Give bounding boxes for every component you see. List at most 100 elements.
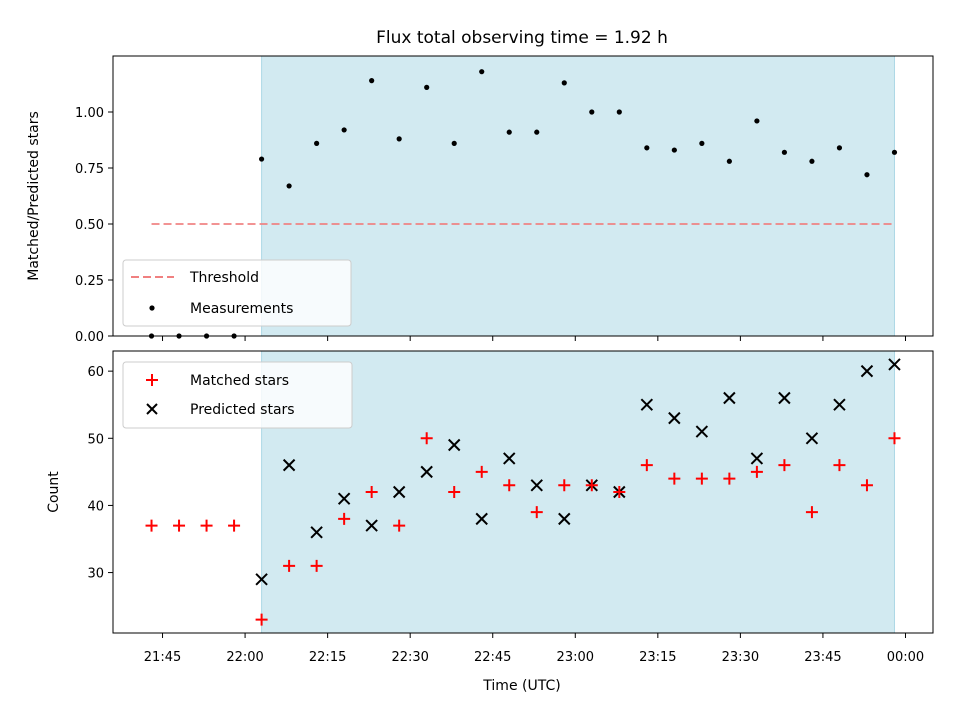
x-tick-label: 23:00 (557, 650, 594, 665)
bottom-y-tick-label: 40 (87, 499, 104, 514)
measurement-point (424, 84, 430, 90)
matched-points (145, 432, 901, 626)
predicted-stars-point (282, 458, 296, 472)
measurement-point (534, 129, 540, 135)
measurement-point (836, 145, 843, 151)
matched-stars-point (173, 519, 186, 532)
measurement-point (891, 149, 898, 155)
measurement-point (754, 118, 760, 124)
predicted-stars-point (723, 391, 736, 405)
matched-stars-point (640, 459, 653, 472)
x-axis-label: Time (UTC) (482, 678, 560, 694)
predicted-stars-point (888, 358, 901, 371)
chart-title: Flux total observing time = 1.92 h (376, 28, 668, 48)
bottom-plot-frame (112, 350, 934, 634)
legend-measurements-label: Measurements (190, 301, 293, 317)
measurement-point (616, 109, 622, 115)
predicted-stars-point (420, 465, 433, 479)
bottom-legend-box (122, 361, 353, 429)
measurement-point (561, 80, 567, 86)
measurement-point (809, 158, 815, 164)
bottom-y-axis-label: Count (46, 471, 62, 513)
measurement-point (864, 172, 870, 178)
matched-stars-point (200, 519, 213, 532)
measurement-point (671, 147, 677, 153)
top-y-tick-label: 0.75 (75, 162, 104, 177)
matched-stars-point (475, 465, 488, 478)
matched-stars-point (888, 432, 901, 445)
measurement-point (644, 145, 650, 151)
predicted-stars-point (310, 526, 323, 539)
top-panel: 0.00 0.25 0.50 0.75 1.00 Matched/Predicted s… (26, 55, 934, 345)
predicted-stars-point (668, 411, 681, 425)
predicted-stars-point (475, 512, 488, 526)
matched-stars-point (228, 519, 241, 532)
matched-stars-point (420, 432, 433, 445)
x-tick-label: 22:15 (309, 650, 346, 665)
matched-stars-point (558, 479, 571, 492)
top-y-tick-label: 0.50 (75, 218, 104, 233)
top-y-tick-label: 0.25 (75, 274, 104, 289)
measurement-point (726, 158, 732, 164)
bottom-y-tick-label: 50 (87, 432, 104, 447)
matched-stars-point (668, 472, 681, 485)
x-tick-label: 22:00 (226, 650, 263, 665)
measurement-point (258, 156, 265, 162)
matched-stars-point (393, 519, 406, 532)
legend-threshold-label: Threshold (189, 270, 259, 286)
predicted-points (255, 358, 901, 586)
top-legend-box (122, 259, 352, 327)
measurement-points (148, 69, 898, 339)
top-y-tick-label: 1.00 (75, 106, 104, 121)
matched-stars-point (530, 506, 543, 519)
top-y-axis: 0.00 0.25 0.50 0.75 1.00 (75, 106, 113, 345)
matched-stars-point (805, 506, 818, 519)
measurement-point (396, 136, 402, 142)
matched-stars-point (750, 465, 763, 478)
x-tick-label: 23:45 (804, 650, 841, 665)
x-axis: 21:45 22:00 22:15 22:30 22:45 23:00 23:15 23:30… (144, 633, 924, 665)
matched-stars-point (860, 479, 873, 492)
matched-stars-point (283, 559, 296, 572)
matched-stars-point (833, 459, 846, 472)
predicted-stars-point (640, 398, 654, 411)
legend-predicted-label: Predicted stars (190, 402, 295, 418)
matched-stars-point (778, 459, 791, 472)
predicted-stars-point (833, 398, 846, 411)
top-legend: Threshold Measurements (122, 259, 352, 327)
predicted-stars-point (337, 492, 351, 505)
x-tick-label: 22:30 (391, 650, 428, 665)
x-tick-label: 00:00 (887, 650, 924, 665)
x-tick-label: 23:15 (639, 650, 676, 665)
measurement-point (589, 109, 595, 115)
measurement-point (479, 69, 485, 75)
predicted-stars-point (365, 519, 378, 532)
measurement-point (506, 129, 512, 135)
measurement-point (451, 140, 457, 146)
bottom-legend: Matched stars Predicted stars (122, 361, 353, 429)
matched-stars-point (695, 472, 708, 485)
legend-matched-label: Matched stars (190, 373, 289, 389)
top-y-tick-label: 0.00 (75, 330, 104, 345)
legend-measurements-swatch (149, 305, 155, 311)
measurement-point (369, 78, 375, 84)
bottom-y-tick-label: 60 (87, 365, 104, 380)
measurement-point (699, 140, 705, 146)
bottom-y-tick-label: 30 (87, 567, 104, 582)
matched-stars-point (310, 559, 323, 572)
top-plot-frame (112, 55, 934, 337)
matched-stars-point (448, 486, 461, 498)
top-y-axis-label: Matched/Predicted stars (26, 111, 42, 281)
matched-stars-point (613, 486, 626, 498)
x-tick-label: 22:45 (474, 650, 511, 665)
measurement-point (781, 149, 788, 155)
predicted-stars-point (503, 452, 516, 465)
matched-stars-point (585, 479, 598, 492)
top-x-ticks (162, 336, 906, 341)
measurement-point (286, 183, 292, 189)
matched-stars-point (255, 613, 268, 626)
bottom-observing-span (261, 350, 895, 634)
measurement-point (341, 127, 347, 133)
predicted-stars-point (750, 452, 764, 465)
